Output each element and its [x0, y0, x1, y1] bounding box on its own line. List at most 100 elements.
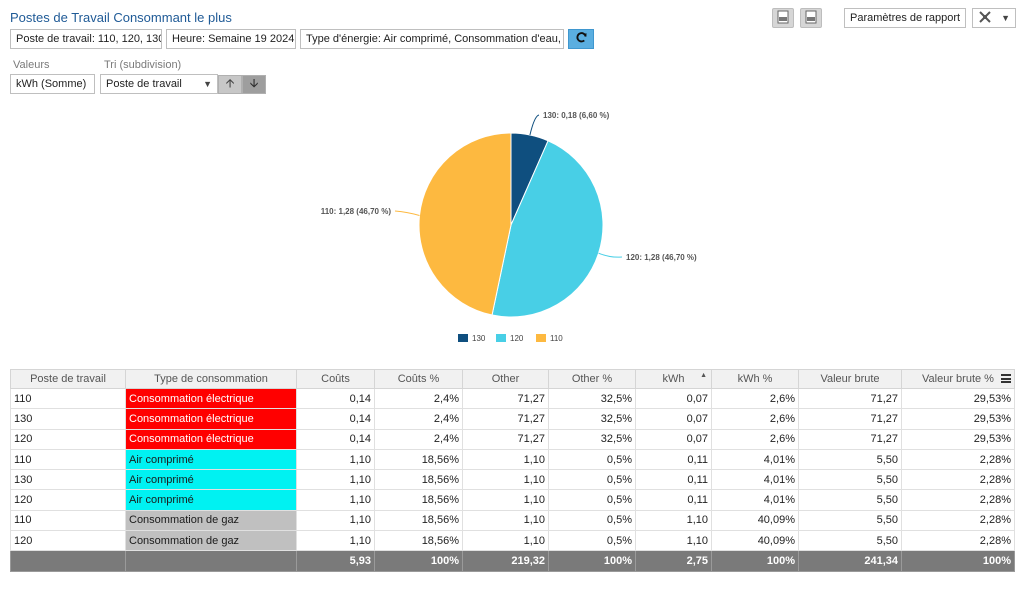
column-header[interactable]: Type de consommation	[125, 369, 297, 389]
value-cell: 2,28%	[901, 469, 1015, 491]
column-header-label: Valeur brute %	[922, 373, 994, 385]
column-header[interactable]: Other	[462, 369, 549, 389]
total-cell: 241,34	[798, 550, 902, 572]
value-cell: 4,01%	[711, 448, 799, 471]
column-header-label: Coûts %	[397, 373, 440, 385]
value-cell: 18,56%	[374, 469, 463, 491]
refresh-button[interactable]	[568, 29, 594, 49]
sort-dropdown-label: Poste de travail	[106, 78, 182, 90]
total-cell: 5,93	[296, 550, 375, 572]
filter-bar: Poste de travail: 110, 120, 130 ▼ Heure:…	[10, 29, 594, 49]
chevron-down-icon: ▼	[86, 79, 94, 89]
report-settings-dropdown[interactable]: Paramètres de rapport ▼	[844, 8, 966, 28]
value-cell: 0,07	[635, 428, 712, 450]
table-row[interactable]: 120 Air comprimé 1,10 18,56% 1,10 0,5% 0,11 4,0…	[10, 489, 1015, 511]
value-cell: 29,53%	[901, 428, 1015, 450]
sort-descending-button[interactable]: 🡫	[242, 74, 266, 94]
value-cell: 1,10	[296, 509, 375, 532]
value-cell: 0,11	[635, 489, 712, 511]
value-cell: 2,6%	[711, 387, 799, 410]
column-header[interactable]: Other %	[548, 369, 636, 389]
value-cell: 2,28%	[901, 489, 1015, 511]
value-cell: 5,50	[798, 489, 902, 511]
column-header-label: Other	[491, 373, 520, 385]
table-row[interactable]: 110 Consommation de gaz 1,10 18,56% 1,10 0,5%…	[10, 509, 1015, 532]
time-filter[interactable]: Heure: Semaine 19 2024 ▼	[166, 29, 296, 49]
workstation-cell: 130	[10, 469, 126, 491]
consumption-type-cell: Consommation de gaz	[125, 509, 297, 532]
value-cell: 0,14	[296, 387, 375, 410]
total-cell: 100%	[901, 550, 1015, 572]
table-row[interactable]: 110 Consommation électrique 0,14 2,4% 71,27 3…	[10, 387, 1015, 410]
column-menu-icon[interactable]	[1001, 374, 1011, 383]
time-filter-label: Heure: Semaine 19 2024	[172, 33, 295, 45]
chevron-down-icon: ▼	[203, 79, 212, 89]
total-cell: 2,75	[635, 550, 712, 572]
legend-swatch-120[interactable]	[496, 334, 506, 342]
column-header[interactable]: Coûts %	[374, 369, 463, 389]
value-cell: 4,01%	[711, 469, 799, 491]
legend-label-120[interactable]: 120	[510, 334, 524, 343]
value-cell: 71,27	[462, 408, 549, 430]
table-row[interactable]: 120 Consommation de gaz 1,10 18,56% 1,10 0,5%…	[10, 530, 1015, 552]
workstation-filter[interactable]: Poste de travail: 110, 120, 130 ▼	[10, 29, 162, 49]
value-cell: 2,4%	[374, 387, 463, 410]
consumption-type-cell: Consommation électrique	[125, 387, 297, 410]
pie-connector-line	[598, 252, 623, 258]
consumption-type-cell: Consommation électrique	[125, 428, 297, 450]
expand-icon	[978, 10, 992, 27]
view-options-dropdown[interactable]: ▼	[972, 8, 1016, 28]
table-row[interactable]: 110 Air comprimé 1,10 18,56% 1,10 0,5% 0,11 4,0…	[10, 448, 1015, 471]
energy-type-filter[interactable]: Type d'énergie: Air comprimé, Consommati…	[300, 29, 564, 49]
table-row[interactable]: 130 Air comprimé 1,10 18,56% 1,10 0,5% 0,11 4,0…	[10, 469, 1015, 491]
value-cell: 0,11	[635, 469, 712, 491]
column-header[interactable]: kWh ▲	[635, 369, 712, 389]
column-header-label: Valeur brute	[820, 373, 880, 385]
pie-connector-line	[394, 210, 420, 216]
column-header[interactable]: Valeur brute	[798, 369, 902, 389]
sort-ascending-button[interactable]: 🡩	[218, 74, 242, 94]
column-header[interactable]: Poste de travail	[10, 369, 126, 389]
column-header-label: kWh	[662, 373, 685, 385]
value-cell: 5,50	[798, 469, 902, 491]
total-cell: 100%	[548, 550, 636, 572]
value-cell: 32,5%	[548, 408, 636, 430]
value-cell: 2,4%	[374, 408, 463, 430]
pie-slice-110[interactable]	[418, 132, 512, 316]
value-cell: 1,10	[296, 530, 375, 552]
workstation-cell: 110	[10, 509, 126, 532]
sort-dropdown[interactable]: Poste de travail ▼	[100, 74, 218, 94]
value-cell: 0,5%	[548, 469, 636, 491]
column-header-label: Other %	[571, 373, 613, 385]
value-cell: 29,53%	[901, 387, 1015, 410]
table-row[interactable]: 120 Consommation électrique 0,14 2,4% 71,27 3…	[10, 428, 1015, 450]
export-excel-button[interactable]	[800, 8, 822, 28]
value-cell: 0,5%	[548, 448, 636, 471]
value-cell: 18,56%	[374, 530, 463, 552]
consumption-type-cell: Consommation de gaz	[125, 530, 297, 552]
column-header[interactable]: kWh %	[711, 369, 799, 389]
total-cell	[10, 550, 126, 572]
value-cell: 5,50	[798, 509, 902, 532]
pie-slice-120[interactable]	[491, 140, 604, 318]
legend-label-130[interactable]: 130	[472, 334, 486, 343]
column-header[interactable]: Coûts	[296, 369, 375, 389]
value-cell: 18,56%	[374, 509, 463, 532]
total-cell: 100%	[711, 550, 799, 572]
chevron-down-icon: ▼	[960, 13, 965, 23]
value-cell: 71,27	[462, 428, 549, 450]
table-row[interactable]: 130 Consommation électrique 0,14 2,4% 71,27 3…	[10, 408, 1015, 430]
value-cell: 32,5%	[548, 387, 636, 410]
legend-swatch-130[interactable]	[458, 334, 468, 342]
legend-swatch-110[interactable]	[536, 334, 546, 342]
values-dropdown[interactable]: kWh (Somme) ▼	[10, 74, 95, 94]
data-table: Poste de travail Type de consommation Coût…	[10, 369, 1015, 572]
export-pdf-button[interactable]	[772, 8, 794, 28]
legend-label-110[interactable]: 110	[550, 334, 563, 343]
value-cell: 1,10	[462, 469, 549, 491]
consumption-type-cell: Consommation électrique	[125, 408, 297, 430]
value-cell: 2,28%	[901, 509, 1015, 532]
column-header[interactable]: Valeur brute %	[901, 369, 1015, 389]
arrow-down-icon: 🡫	[249, 75, 259, 90]
value-cell: 0,14	[296, 408, 375, 430]
